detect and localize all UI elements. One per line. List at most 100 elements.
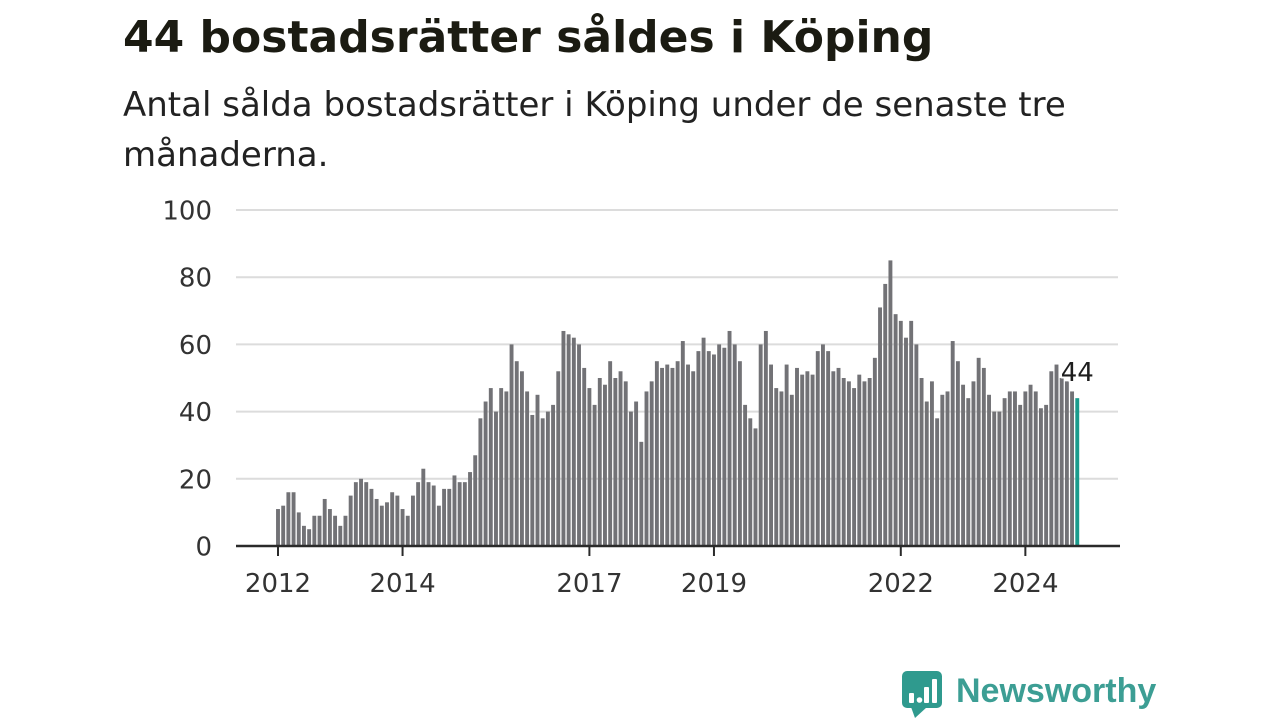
- logo-bubble-tail: [911, 707, 927, 718]
- bar: [836, 367, 841, 546]
- bar: [468, 472, 472, 546]
- bar: [779, 391, 784, 546]
- bar: [639, 441, 644, 546]
- bar: [1049, 371, 1054, 546]
- bar: [327, 509, 332, 546]
- bar: [680, 341, 685, 546]
- bar: [623, 381, 628, 546]
- bar: [981, 367, 986, 546]
- bar: [566, 334, 571, 546]
- bar: [706, 351, 711, 546]
- x-tick-label: 2022: [868, 569, 934, 599]
- bar: [732, 344, 737, 546]
- bar: [307, 529, 312, 546]
- bar: [556, 371, 561, 546]
- bar: [312, 515, 317, 546]
- bars: [276, 260, 1080, 546]
- bar: [587, 388, 592, 546]
- y-tick-label: 20: [179, 465, 212, 495]
- bar: [821, 344, 825, 546]
- bar: [763, 330, 768, 546]
- bar: [436, 505, 441, 546]
- bar: [395, 495, 400, 546]
- bar: [987, 394, 991, 546]
- bar: [1023, 391, 1028, 546]
- bar: [795, 367, 799, 546]
- bar: [805, 371, 810, 546]
- bar: [852, 388, 857, 546]
- bar: [872, 357, 877, 546]
- logo-bar: [924, 687, 929, 703]
- bar: [758, 344, 763, 546]
- bar: [753, 428, 758, 546]
- bar: [686, 364, 690, 546]
- y-tick-label: 40: [179, 398, 212, 428]
- bar: [390, 492, 395, 546]
- bar: [800, 374, 805, 546]
- bar: [955, 361, 960, 546]
- bar: [971, 381, 976, 546]
- bar: [478, 418, 483, 546]
- logo-bar: [909, 693, 914, 703]
- bar: [416, 482, 421, 546]
- bar: [302, 525, 306, 546]
- bar: [519, 371, 524, 546]
- bar: [976, 357, 981, 546]
- bar: [1033, 391, 1038, 546]
- bar: [846, 381, 851, 546]
- bar: [649, 381, 654, 546]
- bar: [862, 381, 867, 546]
- bar: [608, 361, 613, 546]
- bar: [743, 404, 748, 546]
- bar: [878, 307, 882, 546]
- bar: [1002, 398, 1007, 546]
- bar: [883, 283, 888, 546]
- chart-subtitle: Antal sålda bostadsrätter i Köping under…: [123, 85, 1066, 175]
- x-tick-label: 2017: [556, 569, 622, 599]
- bar: [551, 404, 556, 546]
- bar: [577, 344, 581, 546]
- bar: [696, 351, 701, 546]
- bar: [826, 351, 831, 546]
- bar: [1059, 378, 1064, 546]
- bar: [841, 378, 846, 546]
- bar: [935, 418, 940, 546]
- bar: [701, 337, 706, 546]
- bar: [369, 488, 374, 546]
- bar: [945, 391, 950, 546]
- bar: [857, 374, 862, 546]
- bar: [992, 411, 997, 546]
- bar: [618, 371, 623, 546]
- bar: [997, 411, 1002, 546]
- bar: [810, 374, 815, 546]
- bar: [769, 364, 773, 546]
- x-tick-label: 2024: [992, 569, 1058, 599]
- bar: [504, 391, 509, 546]
- bar: [1044, 404, 1049, 546]
- bar: [789, 394, 794, 546]
- bar: [898, 320, 903, 546]
- bar: [784, 364, 789, 546]
- bar: [582, 367, 587, 546]
- bar: [909, 320, 914, 546]
- bar: [571, 337, 576, 546]
- bar: [421, 468, 426, 546]
- bar: [1018, 404, 1023, 546]
- bar: [348, 495, 353, 546]
- bar: [385, 502, 389, 546]
- bar: [966, 398, 971, 546]
- bar: [748, 418, 753, 546]
- bar: [737, 361, 742, 546]
- bar: [514, 361, 519, 546]
- bar: [592, 404, 597, 546]
- bar: [888, 260, 893, 546]
- bar: [670, 367, 675, 546]
- bar: [924, 401, 929, 546]
- bar: [1054, 364, 1059, 546]
- bar: [712, 354, 716, 546]
- bar: [483, 401, 488, 546]
- bar: [426, 482, 431, 546]
- bar: [597, 378, 602, 546]
- bar: [919, 378, 924, 546]
